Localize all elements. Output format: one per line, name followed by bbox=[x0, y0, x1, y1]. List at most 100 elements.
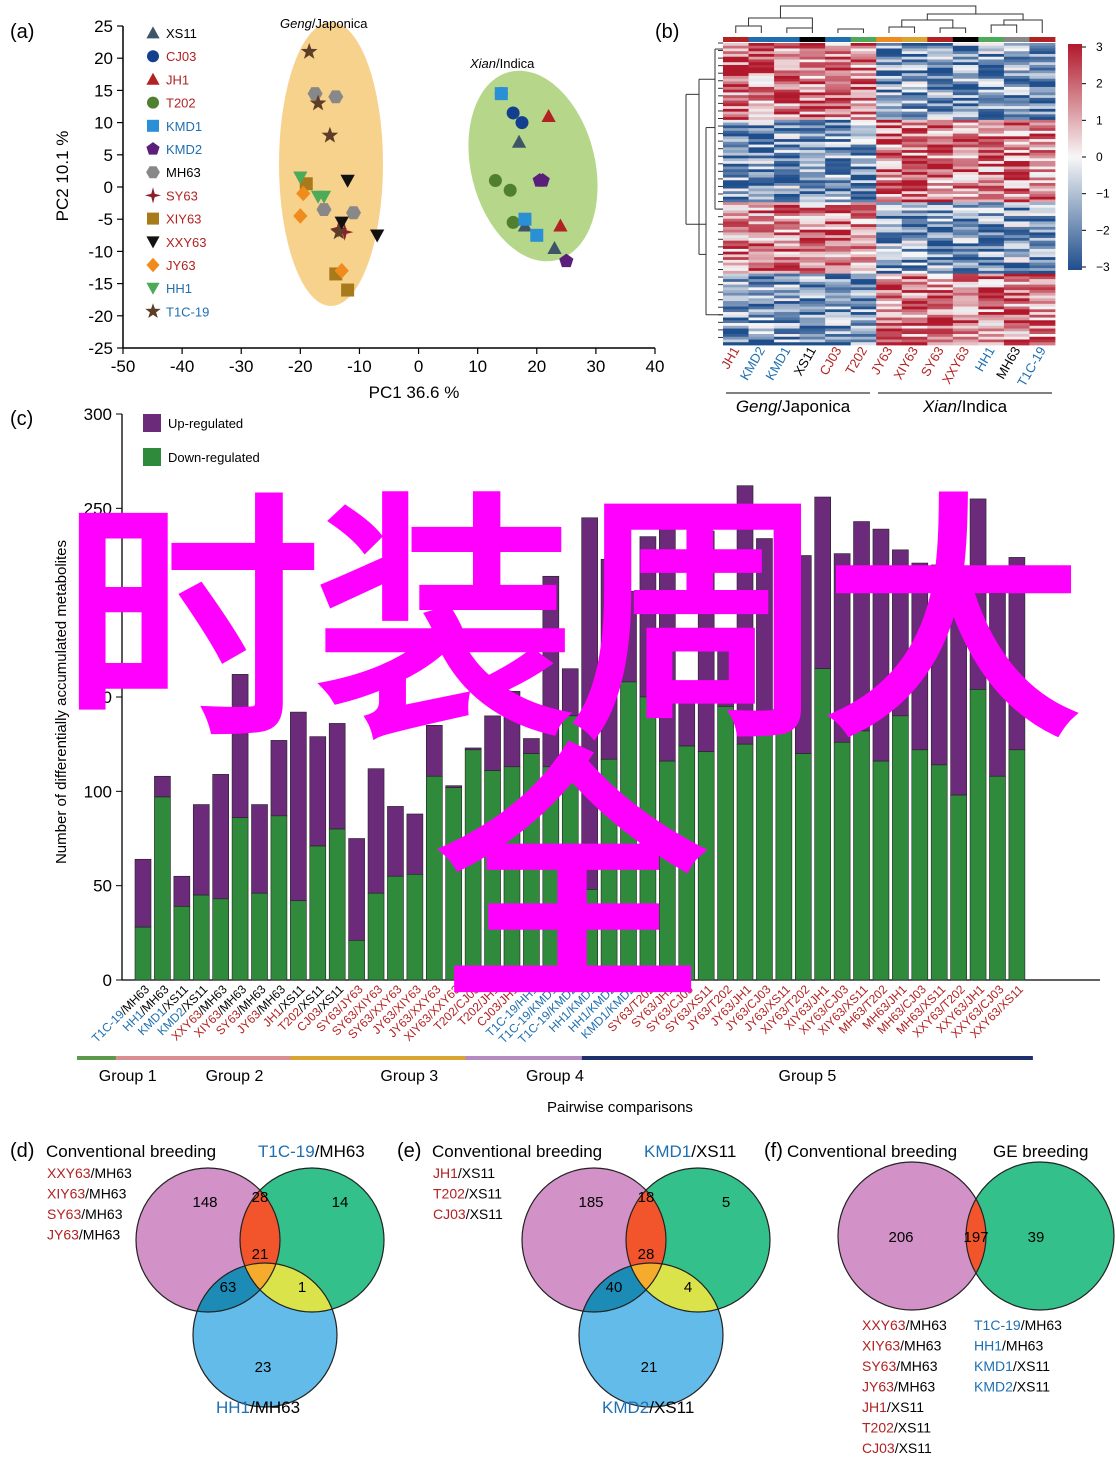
heatmap-cell bbox=[774, 114, 801, 118]
legend-label-kmd2: KMD2 bbox=[166, 142, 202, 157]
heatmap-cell bbox=[850, 257, 877, 261]
colorbar-tick-label: −2 bbox=[1096, 223, 1110, 237]
heatmap-cell bbox=[850, 276, 877, 280]
heatmap-cell bbox=[952, 320, 979, 324]
heatmap-cell bbox=[850, 67, 877, 71]
heatmap-cell bbox=[901, 78, 928, 82]
heatmap-cell bbox=[799, 268, 826, 272]
heatmap-cell bbox=[850, 174, 877, 178]
heatmap-cell bbox=[1003, 174, 1030, 178]
heatmap-cell bbox=[901, 303, 928, 307]
heatmap-cell bbox=[825, 325, 852, 329]
heatmap-cell bbox=[876, 114, 903, 118]
heatmap-cell bbox=[876, 108, 903, 113]
heatmap-cell bbox=[1029, 130, 1056, 134]
heatmap-cell bbox=[723, 320, 749, 324]
heatmap-cell bbox=[825, 163, 852, 167]
heatmap-cell bbox=[901, 276, 928, 280]
heatmap-cell bbox=[825, 158, 852, 162]
heatmap-cell bbox=[952, 232, 979, 236]
heatmap-cell bbox=[1029, 62, 1056, 66]
bar-y-tick-label: 100 bbox=[84, 782, 112, 801]
heatmap-cell bbox=[978, 75, 1005, 80]
heatmap-cell bbox=[1029, 202, 1056, 206]
heatmap-cell bbox=[876, 150, 903, 154]
heatmap-cell bbox=[952, 64, 979, 69]
heatmap-cell bbox=[799, 89, 826, 93]
heatmap-cell bbox=[850, 97, 877, 102]
heatmap-cell bbox=[1029, 328, 1056, 332]
heatmap-cell bbox=[927, 106, 954, 110]
heatmap-cell bbox=[748, 163, 775, 167]
venn-outline bbox=[837, 1161, 987, 1311]
heatmap-cell bbox=[748, 136, 775, 140]
heatmap-cell bbox=[901, 265, 928, 269]
heatmap-cell bbox=[876, 183, 903, 187]
heatmap-cell bbox=[850, 312, 877, 316]
heatmap-cell bbox=[1003, 312, 1030, 316]
heatmap-cell bbox=[825, 213, 852, 217]
heatmap-cell bbox=[850, 48, 877, 52]
heatmap-cell bbox=[901, 188, 928, 192]
heatmap-cell bbox=[876, 172, 903, 176]
heatmap-cell bbox=[876, 103, 903, 107]
heatmap-cell bbox=[952, 43, 979, 47]
heatmap-cell bbox=[876, 166, 903, 170]
heatmap-column-strip bbox=[825, 37, 852, 42]
heatmap-cell bbox=[978, 158, 1005, 162]
heatmap-cell bbox=[850, 188, 877, 192]
heatmap-cell bbox=[978, 207, 1005, 211]
heatmap-cell bbox=[774, 287, 801, 291]
heatmap-cell bbox=[850, 114, 877, 118]
heatmap-cell bbox=[799, 163, 826, 167]
heatmap-cell bbox=[748, 270, 775, 275]
bar-down-segment bbox=[542, 766, 560, 981]
heatmap-cell bbox=[901, 199, 928, 203]
heatmap-cell bbox=[825, 185, 852, 189]
heatmap-cell bbox=[1003, 152, 1030, 156]
heatmap-cell bbox=[723, 43, 749, 47]
heatmap-cell bbox=[774, 122, 801, 126]
heatmap-cell bbox=[723, 221, 749, 225]
heatmap-cell bbox=[825, 251, 852, 255]
heatmap-cell bbox=[774, 235, 801, 239]
heatmap-cell bbox=[799, 328, 826, 332]
heatmap-cell bbox=[748, 141, 775, 145]
heatmap-cell bbox=[1003, 202, 1030, 206]
heatmap-cell bbox=[952, 268, 979, 272]
heatmap-cell bbox=[723, 78, 749, 82]
heatmap-cell bbox=[901, 270, 928, 275]
heatmap-cell bbox=[1029, 59, 1056, 63]
heatmap-cell bbox=[799, 119, 826, 124]
heatmap-cell bbox=[978, 204, 1005, 209]
pca-point-sy63 bbox=[335, 223, 354, 241]
heatmap-cell bbox=[1003, 246, 1030, 250]
heatmap-cell bbox=[774, 86, 801, 91]
heatmap-cell bbox=[1003, 114, 1030, 118]
heatmap-cell bbox=[723, 334, 749, 338]
heatmap-cell bbox=[952, 103, 979, 107]
heatmap-cell bbox=[876, 70, 903, 74]
heatmap-cell bbox=[799, 172, 826, 176]
bar-up-segment bbox=[717, 645, 734, 707]
heatmap-cell bbox=[774, 273, 801, 277]
heatmap-column-strip bbox=[723, 37, 749, 42]
heatmap-cell bbox=[901, 207, 928, 211]
heatmap-cell bbox=[927, 70, 954, 74]
heatmap-cell bbox=[774, 292, 801, 296]
bar-down-segment bbox=[406, 874, 424, 981]
heatmap-cell bbox=[927, 64, 954, 69]
heatmap-cell bbox=[1029, 152, 1056, 156]
heatmap-cell bbox=[723, 161, 749, 165]
bar-y-axis-title: Number of differentially accumulated met… bbox=[53, 540, 70, 864]
panel-c-label: (c) bbox=[10, 408, 33, 430]
heatmap-cell bbox=[1003, 325, 1030, 329]
heatmap-cell bbox=[876, 295, 903, 299]
heatmap-cell bbox=[901, 172, 928, 176]
heatmap-cell bbox=[748, 92, 775, 96]
pca-point-kmd2 bbox=[559, 253, 574, 268]
heatmap-cell bbox=[952, 265, 979, 269]
heatmap-cell bbox=[1003, 136, 1030, 140]
heatmap-cell bbox=[825, 194, 852, 198]
venn-count-bc: 4 bbox=[684, 1279, 692, 1296]
